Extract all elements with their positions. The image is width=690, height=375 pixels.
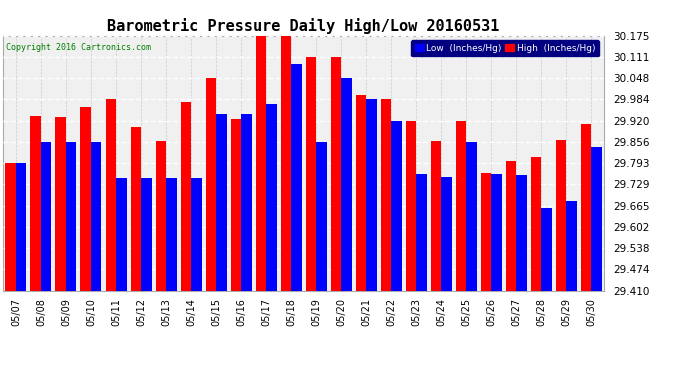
Bar bbox=[241, 114, 252, 291]
Bar bbox=[591, 147, 602, 291]
Bar bbox=[481, 173, 491, 291]
Bar bbox=[581, 124, 591, 291]
Bar bbox=[181, 102, 191, 291]
Bar bbox=[516, 175, 526, 291]
Bar bbox=[355, 94, 366, 291]
Bar bbox=[381, 99, 391, 291]
Bar bbox=[306, 57, 316, 291]
Bar bbox=[255, 36, 266, 291]
Bar bbox=[541, 208, 552, 291]
Bar bbox=[291, 64, 302, 291]
Title: Barometric Pressure Daily High/Low 20160531: Barometric Pressure Daily High/Low 20160… bbox=[108, 18, 500, 34]
Bar bbox=[66, 142, 77, 291]
Bar bbox=[366, 99, 377, 291]
Bar bbox=[455, 121, 466, 291]
Bar bbox=[266, 104, 277, 291]
Bar bbox=[55, 117, 66, 291]
Bar bbox=[531, 157, 541, 291]
Bar bbox=[116, 178, 126, 291]
Bar bbox=[506, 160, 516, 291]
Bar bbox=[406, 121, 416, 291]
Bar bbox=[16, 163, 26, 291]
Bar bbox=[416, 174, 426, 291]
Bar bbox=[441, 177, 452, 291]
Bar bbox=[391, 121, 402, 291]
Bar bbox=[341, 78, 352, 291]
Bar bbox=[206, 78, 216, 291]
Bar bbox=[331, 57, 341, 291]
Bar bbox=[230, 119, 241, 291]
Bar bbox=[81, 107, 91, 291]
Bar bbox=[281, 36, 291, 291]
Bar bbox=[216, 114, 226, 291]
Bar bbox=[166, 178, 177, 291]
Bar bbox=[466, 142, 477, 291]
Bar bbox=[491, 174, 502, 291]
Bar bbox=[130, 127, 141, 291]
Bar bbox=[41, 142, 52, 291]
Bar bbox=[316, 142, 326, 291]
Bar bbox=[191, 178, 201, 291]
Bar bbox=[91, 142, 101, 291]
Bar bbox=[431, 141, 441, 291]
Bar bbox=[30, 116, 41, 291]
Text: Copyright 2016 Cartronics.com: Copyright 2016 Cartronics.com bbox=[6, 43, 151, 52]
Bar bbox=[141, 178, 152, 291]
Bar bbox=[6, 163, 16, 291]
Legend: Low  (Inches/Hg), High  (Inches/Hg): Low (Inches/Hg), High (Inches/Hg) bbox=[411, 40, 599, 56]
Bar bbox=[106, 99, 116, 291]
Bar bbox=[566, 201, 577, 291]
Bar bbox=[155, 141, 166, 291]
Bar bbox=[555, 140, 566, 291]
